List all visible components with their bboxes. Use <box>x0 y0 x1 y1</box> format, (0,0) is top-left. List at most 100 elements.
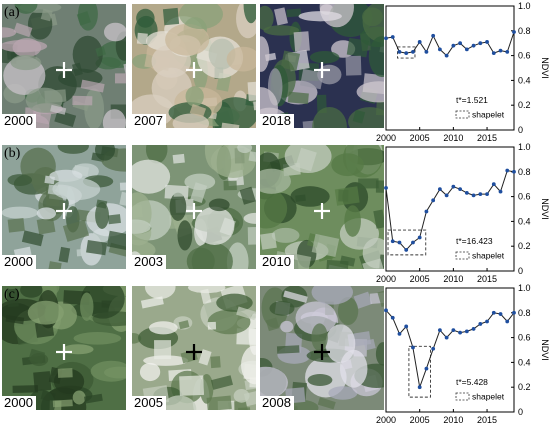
ndvi-point <box>499 312 503 316</box>
ndvi-point <box>492 51 496 55</box>
ndvi-point <box>505 50 509 54</box>
ndvi-point <box>451 44 455 48</box>
y-tick-label: 1.0 <box>518 142 531 152</box>
ndvi-point <box>404 51 408 55</box>
y-tick-label: 0.4 <box>518 75 531 85</box>
ndvi-point <box>492 182 496 186</box>
y-tick-label: 0.8 <box>518 167 531 177</box>
y-tick-label: 0.4 <box>518 216 531 226</box>
ndvi-point <box>451 185 455 189</box>
ndvi-point <box>418 40 422 44</box>
legend-shapelet-swatch <box>456 111 469 118</box>
ndvi-point <box>431 34 435 38</box>
ndvi-point <box>505 320 509 324</box>
ndvi-point <box>485 40 489 44</box>
ndvi-point <box>512 30 516 34</box>
ndvi-point <box>431 198 435 202</box>
ndvi-point <box>404 248 408 252</box>
y-tick-label: 0.6 <box>518 192 531 202</box>
cross-marker-icon <box>132 145 256 269</box>
y-tick-label: 0 <box>518 407 523 417</box>
ndvi-point <box>411 346 415 350</box>
ndvi-series-line <box>386 171 514 250</box>
ndvi-point <box>398 241 402 245</box>
satellite-image-b3: 2010 <box>260 145 384 269</box>
ndvi-point <box>398 332 402 336</box>
tstar-annotation: t*=5.428 <box>456 377 488 387</box>
shapelet-box <box>409 346 431 397</box>
ndvi-point <box>398 50 402 54</box>
ndvi-point <box>465 48 469 52</box>
legend-shapelet-swatch <box>456 252 469 259</box>
ndvi-point <box>478 322 482 326</box>
legend-shapelet-label: shapelet <box>472 251 505 261</box>
y-tick-label: 1.0 <box>518 283 531 293</box>
ndvi-point <box>438 48 442 52</box>
ndvi-point <box>451 328 455 332</box>
ndvi-point <box>425 367 429 371</box>
satellite-image-a3: 2018 <box>260 4 384 128</box>
y-tick-label: 0.2 <box>518 382 531 392</box>
ndvi-point <box>472 44 476 48</box>
ndvi-point <box>472 193 476 197</box>
tstar-annotation: t*=16.423 <box>456 236 493 246</box>
ndvi-point <box>499 49 503 53</box>
ndvi-point <box>425 210 429 214</box>
ndvi-point <box>458 187 462 191</box>
ndvi-point <box>492 311 496 315</box>
ndvi-point <box>512 170 516 174</box>
ndvi-point <box>499 190 503 194</box>
cross-marker-icon <box>132 4 256 128</box>
y-tick-label: 0.4 <box>518 357 531 367</box>
ndvi-point <box>418 385 422 389</box>
ndvi-point <box>384 186 388 190</box>
ndvi-point <box>391 35 395 39</box>
legend-shapelet-label: shapelet <box>472 392 505 402</box>
ndvi-point <box>472 327 476 331</box>
ndvi-point <box>411 50 415 54</box>
ndvi-point <box>465 191 469 195</box>
ndvi-point <box>458 41 462 45</box>
cross-marker-icon <box>260 145 384 269</box>
ndvi-point <box>465 330 469 334</box>
ndvi-point <box>391 316 395 320</box>
ndvi-point <box>485 192 489 196</box>
cross-marker-icon <box>132 286 256 410</box>
ndvi-point <box>485 320 489 324</box>
satellite-image-b1: (b) 2000 <box>2 145 126 269</box>
ndvi-point <box>438 187 442 191</box>
y-axis-label: NDVI <box>540 339 550 361</box>
ndvi-point <box>411 241 415 245</box>
ndvi-series-line <box>386 310 514 387</box>
ndvi-point <box>458 331 462 335</box>
legend-shapelet-swatch <box>456 393 469 400</box>
ndvi-point <box>425 50 429 54</box>
y-axis-label: NDVI <box>540 57 550 79</box>
satellite-image-b2: 2003 <box>132 145 256 269</box>
satellite-image-c2: 2005 <box>132 286 256 410</box>
ndvi-point <box>384 308 388 312</box>
ndvi-point <box>445 336 449 340</box>
ndvi-point <box>512 311 516 315</box>
cross-marker-icon <box>260 286 384 410</box>
y-tick-label: 0.8 <box>518 26 531 36</box>
cross-marker-icon <box>260 4 384 128</box>
ndvi-point <box>445 193 449 197</box>
cross-marker-icon <box>2 286 126 410</box>
ndvi-point <box>391 239 395 243</box>
y-tick-label: 0.6 <box>518 51 531 61</box>
y-tick-label: 0 <box>518 266 523 276</box>
y-tick-label: 0.6 <box>518 333 531 343</box>
ndvi-point <box>384 36 388 40</box>
satellite-image-a2: 2007 <box>132 4 256 128</box>
satellite-image-c1: (c) 2000 <box>2 286 126 410</box>
